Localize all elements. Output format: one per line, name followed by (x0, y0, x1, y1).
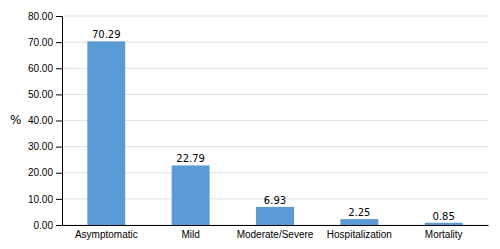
y-axis: 0.00 10.00 20.00 30.00 40.00 50.00 60.00 70.00 8… (28, 11, 63, 231)
y-tick-mark (56, 68, 62, 69)
x-tick: Mortality (425, 229, 463, 240)
y-tick-label: 20.00 (28, 167, 53, 178)
grid-line (62, 146, 488, 147)
grid-line (62, 172, 488, 173)
y-tick-mark (56, 121, 62, 122)
x-tick-label: Asymptomatic (75, 229, 138, 240)
y-tick-mark (56, 147, 62, 148)
grid-line (62, 120, 488, 121)
grid (62, 16, 488, 225)
x-tick: Moderate/Severe (237, 229, 314, 240)
x-tick-label: Hospitalization (327, 229, 392, 240)
y-tick-label: 50.00 (28, 89, 53, 100)
bars (87, 41, 462, 225)
y-tick: 50.00 (28, 89, 62, 100)
x-tick-label: Mortality (425, 229, 463, 240)
y-tick: 0.00 (34, 220, 62, 231)
data-label: 2.25 (348, 207, 370, 218)
y-tick: 70.00 (28, 37, 62, 48)
bar (425, 223, 463, 225)
y-tick-label: 80.00 (28, 11, 53, 22)
y-axis-line (56, 17, 63, 226)
y-tick-label: 70.00 (28, 37, 53, 48)
y-tick: 20.00 (28, 167, 62, 178)
y-tick-label: 40.00 (28, 115, 53, 126)
y-tick-mark (56, 42, 62, 43)
y-tick: 40.00 (28, 115, 62, 126)
data-label: 0.85 (433, 211, 455, 222)
y-tick: 60.00 (28, 63, 62, 74)
data-label: 22.79 (176, 153, 205, 164)
grid-line (62, 42, 488, 43)
chart: 0.00 10.00 20.00 30.00 40.00 50.00 60.00 70.00 8… (0, 0, 500, 249)
x-tick-label: Moderate/Severe (237, 229, 314, 240)
grid-line (62, 16, 488, 17)
y-tick-mark (56, 225, 62, 226)
y-tick: 30.00 (28, 141, 62, 152)
bar (256, 207, 294, 225)
y-axis-title: % (10, 113, 21, 127)
x-tick: Mild (181, 229, 199, 240)
y-tick: 10.00 (28, 194, 62, 205)
y-tick-label: 60.00 (28, 63, 53, 74)
y-tick: 80.00 (28, 11, 62, 22)
y-tick-label: 30.00 (28, 141, 53, 152)
y-tick-mark (56, 173, 62, 174)
bar (87, 41, 125, 225)
x-axis-line (63, 225, 489, 226)
data-label: 70.29 (92, 29, 121, 40)
y-tick-mark (56, 16, 62, 17)
bar (340, 219, 378, 225)
y-tick-mark (56, 199, 62, 200)
plot: 0.00 10.00 20.00 30.00 40.00 50.00 60.00 70.00 8… (28, 11, 489, 240)
x-tick: Asymptomatic (75, 229, 138, 240)
data-labels: 70.29 22.79 6.93 2.25 0.85 (92, 29, 455, 221)
grid-line (62, 94, 488, 95)
grid-line (62, 68, 488, 69)
data-label: 6.93 (264, 195, 286, 206)
y-tick-label: 0.00 (34, 220, 54, 231)
x-tick-label: Mild (181, 229, 199, 240)
x-axis: Asymptomatic Mild Moderate/Severe Hospitali… (63, 226, 489, 241)
y-tick-mark (56, 94, 62, 95)
bar (172, 165, 210, 225)
y-tick-label: 10.00 (28, 194, 53, 205)
x-tick: Hospitalization (327, 229, 392, 240)
